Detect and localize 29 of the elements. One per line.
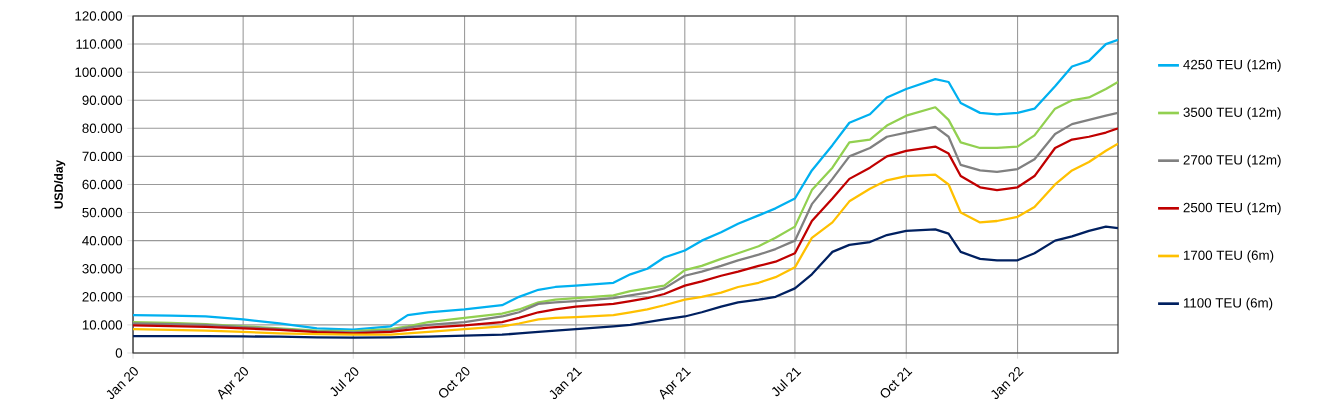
y-tick-label: 0 <box>115 348 123 358</box>
x-tick-label: Jan 22 <box>991 366 1024 400</box>
x-tick-label: Oct 20 <box>438 367 470 398</box>
y-tick-label: 120.000 <box>75 11 123 21</box>
y-axis-title: USD/day <box>54 159 66 209</box>
x-tick-label: Oct 21 <box>880 367 913 398</box>
legend-label: 2500 TEU (12m) <box>1183 202 1281 215</box>
y-tick-label: 40.000 <box>82 235 123 246</box>
legend-label: 4250 TEU (12m) <box>1183 59 1281 72</box>
y-tick-label: 80.000 <box>82 123 123 134</box>
legend-label: 3500 TEU (12m) <box>1183 107 1281 120</box>
y-tick-label: 70.000 <box>82 151 123 162</box>
y-tick-label: 60.000 <box>82 179 123 190</box>
y-tick-label: 50.000 <box>82 207 123 218</box>
x-tick-label: Jan 20 <box>106 367 138 400</box>
y-tick-label: 110.000 <box>76 39 123 49</box>
legend-label: 2700 TEU (12m) <box>1183 154 1281 168</box>
x-tick-label: Jul 20 <box>330 367 359 397</box>
legend-label: 1700 TEU (6m) <box>1183 250 1274 263</box>
x-tick-label: Jan 21 <box>549 367 583 400</box>
x-tick-label: Apr 21 <box>659 367 691 400</box>
x-tick-label: Apr 20 <box>218 367 249 400</box>
y-tick-label: 100.000 <box>75 67 123 77</box>
y-tick-label: 90.000 <box>82 95 123 105</box>
x-tick-label: Jul 21 <box>772 367 802 397</box>
y-tick-label: 10.000 <box>82 320 123 330</box>
y-tick-label: 30.000 <box>82 264 123 274</box>
legend-label: 1100 TEU (6m) <box>1183 297 1273 311</box>
y-tick-label: 20.000 <box>82 292 123 302</box>
